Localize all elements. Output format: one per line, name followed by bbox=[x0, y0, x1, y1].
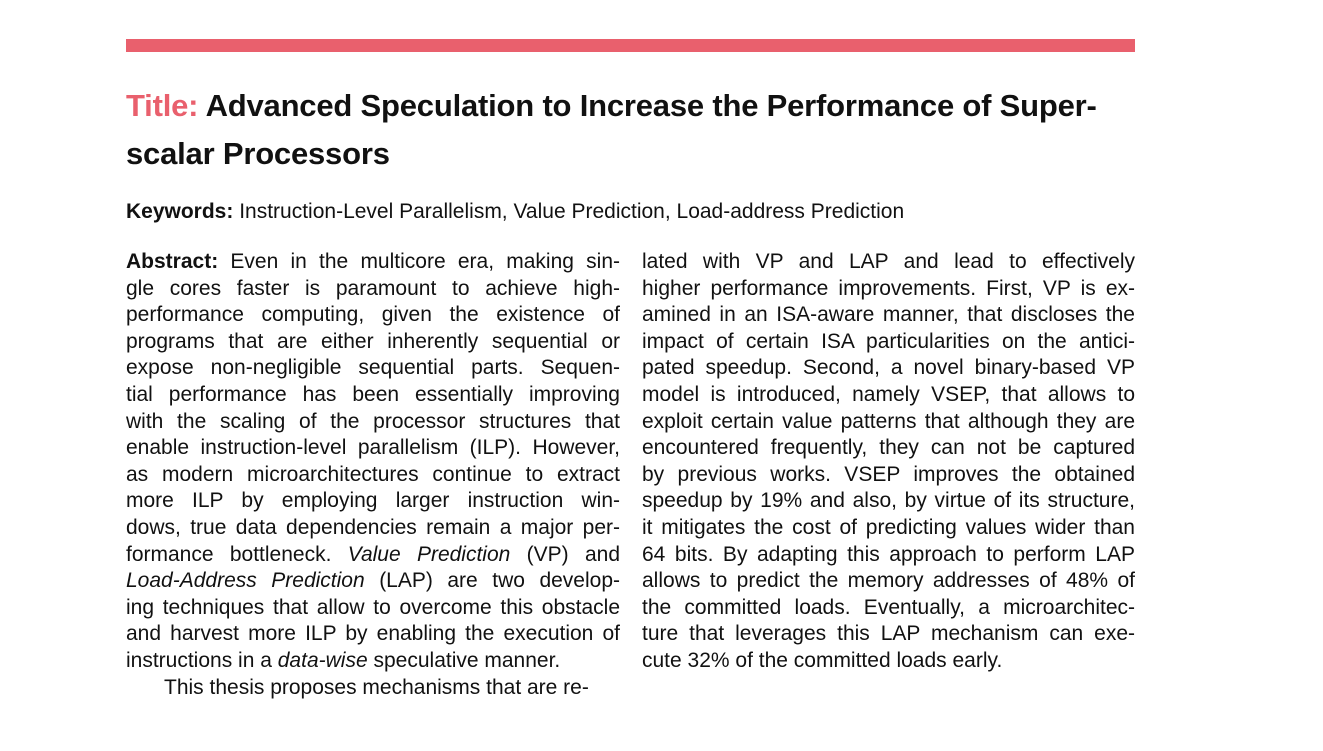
abstract-line: and harvest more ILP by enabling the exe… bbox=[126, 622, 620, 646]
abstract-right-column: lated with VP and LAP and lead to effect… bbox=[642, 249, 1135, 675]
abstract-line: with the scaling of the processor struct… bbox=[126, 409, 620, 433]
abstract-line: performance computing, given the existen… bbox=[126, 303, 620, 327]
abstract-line: dows, true data dependencies remain a ma… bbox=[126, 515, 620, 539]
abstract-line: formance bottleneck. Value Prediction (V… bbox=[126, 542, 620, 566]
abstract-line: programs that are either inherently sequ… bbox=[126, 329, 620, 353]
keywords-label: Keywords: bbox=[126, 200, 234, 223]
abstract-line: pated speedup. Second, a novel binary-ba… bbox=[642, 356, 1135, 380]
abstract-left-column: Abstract: Even in the multicore era, mak… bbox=[126, 249, 620, 701]
paper-title: Title: Advanced Speculation to Increase … bbox=[126, 82, 1138, 178]
abstract-line: tial performance has been essentially im… bbox=[126, 382, 620, 406]
abstract-line: instructions in a data-wise speculative … bbox=[126, 648, 561, 672]
abstract-line: exploit certain value patterns that alth… bbox=[642, 409, 1135, 433]
abstract-line: Load-Address Prediction (LAP) are two de… bbox=[126, 569, 620, 593]
keywords-text: Instruction-Level Parallelism, Value Pre… bbox=[239, 200, 905, 223]
abstract-line: Abstract: Even in the multicore era, mak… bbox=[126, 250, 620, 273]
title-text-line1: Advanced Speculation to Increase the Per… bbox=[205, 88, 1097, 123]
abstract-label: Abstract: bbox=[126, 250, 219, 273]
title-label: Title: bbox=[126, 88, 199, 123]
abstract-line: ing techniques that allow to overcome th… bbox=[126, 595, 620, 619]
abstract-line: the committed loads. Eventually, a micro… bbox=[642, 595, 1135, 619]
term-data-wise: data-wise bbox=[277, 648, 368, 672]
abstract-line: This thesis proposes mechanisms that are… bbox=[164, 675, 589, 699]
abstract-line: it mitigates the cost of predicting valu… bbox=[642, 515, 1135, 539]
term-load-address-prediction: Load-Address Prediction bbox=[126, 569, 365, 593]
abstract-line: allows to predict the memory addresses o… bbox=[642, 569, 1135, 593]
abstract-line: gle cores faster is paramount to achieve… bbox=[126, 276, 620, 300]
abstract-line: encountered frequently, they can not be … bbox=[642, 436, 1135, 460]
abstract-line: expose non-negligible sequential parts. … bbox=[126, 356, 620, 380]
abstract-line: impact of certain ISA particularities on… bbox=[642, 329, 1135, 353]
accent-rule bbox=[126, 39, 1135, 52]
abstract-line: speedup by 19% and also, by virtue of it… bbox=[642, 489, 1135, 513]
abstract-line: lated with VP and LAP and lead to effect… bbox=[642, 250, 1135, 273]
abstract-line: by previous works. VSEP improves the obt… bbox=[642, 462, 1135, 486]
abstract-line: higher performance improvements. First, … bbox=[642, 276, 1135, 300]
abstract-line: 64 bits. By adapting this approach to pe… bbox=[642, 542, 1135, 566]
title-text-line2: scalar Processors bbox=[126, 136, 390, 171]
abstract-line: enable instruction-level parallelism (IL… bbox=[126, 436, 620, 460]
abstract-line: more ILP by employing larger instruction… bbox=[126, 489, 620, 513]
abstract-line: model is introduced, namely VSEP, that a… bbox=[642, 382, 1135, 406]
abstract-line: amined in an ISA-aware manner, that disc… bbox=[642, 303, 1135, 327]
term-value-prediction: Value Prediction bbox=[347, 542, 511, 566]
abstract-line: cute 32% of the committed loads early. bbox=[642, 648, 1003, 672]
abstract-line: as modern microarchitectures continue to… bbox=[126, 462, 620, 486]
keywords: Keywords: Instruction-Level Parallelism,… bbox=[126, 197, 1138, 227]
abstract-line: ture that leverages this LAP mechanism c… bbox=[642, 622, 1135, 646]
